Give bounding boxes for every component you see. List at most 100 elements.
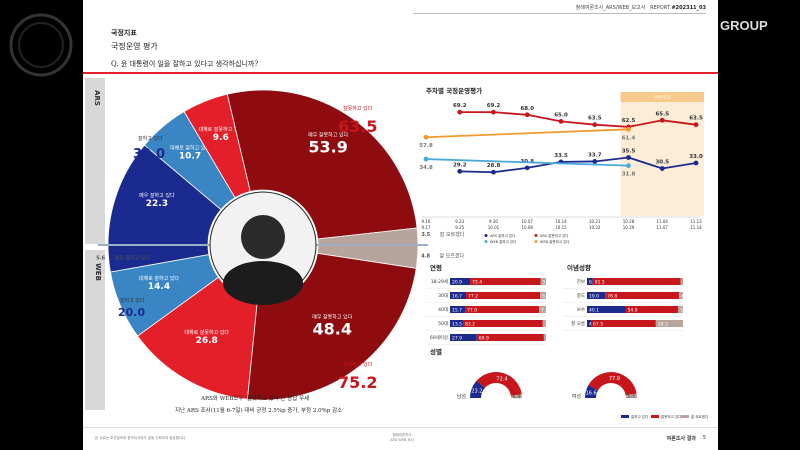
age-bar-2-2 bbox=[538, 306, 546, 313]
x-tick-6-b: 10.29 bbox=[623, 225, 635, 230]
section-subtitle: 국정운영 평가 bbox=[111, 42, 158, 51]
legend-dot-1 bbox=[534, 234, 538, 237]
ars-segment-3 bbox=[226, 89, 418, 240]
age-bar-4-1 bbox=[476, 334, 544, 341]
age-bar-0-2 bbox=[540, 278, 546, 285]
header-rule bbox=[413, 13, 706, 14]
ideology-bar-label-0-2: 2.5 bbox=[683, 279, 690, 285]
series-2-label-2: 28.8 bbox=[487, 163, 501, 169]
age-bar-0-0 bbox=[450, 278, 471, 285]
ideology-bar-0-0 bbox=[587, 278, 593, 285]
series-0-label-8: 63.5 bbox=[689, 116, 703, 122]
series-2-point-7 bbox=[659, 166, 665, 171]
ideology-bar-label-0-1: 91.5 bbox=[595, 279, 605, 285]
age-bar-2-1 bbox=[465, 306, 539, 313]
ideology-bar-1-0 bbox=[587, 292, 606, 299]
age-bar-4-0 bbox=[450, 334, 477, 341]
age-category-4: 60세이상 bbox=[430, 334, 448, 341]
x-tick-4-a: 10.14 bbox=[555, 219, 567, 224]
highlight-tag bbox=[620, 92, 704, 102]
web-negative-total-label: 잘못하고 있다 bbox=[343, 361, 373, 368]
series-0-label-5: 63.5 bbox=[588, 116, 602, 122]
ars-negative-total-value: 63.5 bbox=[338, 117, 377, 136]
series-3-point-6 bbox=[626, 163, 631, 169]
x-tick-0-b: 9.17 bbox=[422, 225, 431, 230]
age-category-3: 50대 bbox=[438, 320, 448, 327]
ideology-bar-label-1-2: 4.2 bbox=[681, 293, 688, 299]
age-bar-3-0 bbox=[450, 320, 463, 327]
series-2-label-7: 30.5 bbox=[655, 160, 669, 166]
header-doc: 정례여론조사_ARS/WEB_보고서 bbox=[575, 5, 646, 11]
ars-positive-total-value: 33.0 bbox=[133, 147, 165, 162]
x-tick-8-a: 11.13 bbox=[690, 219, 702, 224]
ideology-category-1: 중도 bbox=[577, 293, 585, 299]
series-line-0 bbox=[459, 111, 697, 128]
legend-label-0: ARS 잘하고 있다 bbox=[490, 233, 516, 238]
series-2-point-8 bbox=[693, 160, 699, 166]
series-0-label-3: 68.0 bbox=[520, 106, 534, 112]
web-segment-value-0: 5.6 bbox=[96, 255, 105, 261]
ideology-bar-1-2 bbox=[678, 292, 683, 299]
section-title: 국정지표 bbox=[111, 29, 137, 37]
age-bar-label-4-2: 2.2 bbox=[546, 335, 553, 341]
x-tick-8-b: 11.14 bbox=[690, 225, 702, 230]
ars-side-tab bbox=[85, 78, 105, 244]
ars-segment-value-3: 53.9 bbox=[308, 138, 347, 157]
accent-bar bbox=[83, 72, 718, 74]
age-bar-label-3-2: 3.3 bbox=[545, 321, 552, 327]
ideology-bar-label-1-0: 19.0 bbox=[589, 293, 599, 299]
ars-segment-value-1: 10.7 bbox=[179, 152, 201, 162]
ideology-bar-label-2-0: 40.1 bbox=[589, 307, 599, 313]
portrait-head bbox=[241, 215, 285, 259]
age-bar-1-2 bbox=[540, 292, 546, 299]
gender-1-segment-2 bbox=[625, 393, 637, 398]
gender-0-segment-0 bbox=[470, 380, 485, 398]
gender-0-segment-2 bbox=[510, 394, 522, 398]
ideology-bar-label-2-2: 5.0 bbox=[680, 307, 687, 313]
ideology-bar-0-2 bbox=[680, 278, 683, 285]
report-header: 정례여론조사_ARS/WEB_보고서 REPORT #202311_03 bbox=[576, 4, 706, 11]
x-tick-2-b: 10.01 bbox=[488, 225, 500, 230]
series-2-point-2 bbox=[491, 169, 496, 175]
age-bar-0-1 bbox=[470, 278, 541, 285]
series-0-point-7 bbox=[659, 117, 665, 123]
age-bar-2-0 bbox=[450, 306, 466, 313]
series-0-label-2: 69.2 bbox=[487, 103, 501, 109]
gender-legend-label-2: 잘 모르겠다 bbox=[691, 414, 709, 419]
age-bar-label-1-0: 16.7 bbox=[452, 293, 462, 299]
gender-1-value-1: 77.9 bbox=[609, 376, 620, 382]
gender-legend-swatch-0 bbox=[621, 415, 629, 418]
x-tick-1-a: 9.23 bbox=[455, 219, 464, 224]
series-1-point-6 bbox=[626, 126, 631, 132]
age-bar-label-4-1: 69.9 bbox=[479, 335, 489, 341]
series-2-label-8: 33.0 bbox=[689, 154, 703, 160]
gender-legend-swatch-2 bbox=[681, 415, 689, 418]
series-0-label-6: 62.5 bbox=[622, 118, 636, 124]
ideology-category-3: 잘 모름 bbox=[571, 320, 585, 327]
series-2-point-6 bbox=[626, 155, 631, 160]
series-1-label-6: 61.4 bbox=[622, 135, 636, 141]
age-chart-title: 연령 bbox=[430, 264, 442, 272]
age-bar-label-1-2: 6.1 bbox=[542, 293, 549, 299]
web-segment-label-1: 대체로 잘하고 있다 bbox=[139, 275, 179, 282]
series-2-point-3 bbox=[524, 165, 530, 171]
gender-chart-title: 성별 bbox=[430, 348, 442, 356]
weekly-chart-title: 주차별 국정운영평가 bbox=[426, 87, 483, 95]
web-segment-label-4: 잘 모르겠다 bbox=[440, 252, 465, 259]
series-0-label-4: 65.0 bbox=[554, 112, 568, 118]
series-3-point-0 bbox=[423, 156, 429, 162]
ars-segment-label-2: 대체로 잘못하고 있다 bbox=[198, 126, 243, 133]
series-2-label-4: 33.5 bbox=[554, 153, 568, 159]
age-category-2: 40대 bbox=[438, 306, 448, 313]
gender-1-value-0: 16.6 bbox=[586, 391, 597, 397]
x-tick-3-b: 10.08 bbox=[522, 225, 534, 230]
age-bar-label-4-0: 27.9 bbox=[452, 335, 462, 341]
series-1-point-0 bbox=[423, 134, 429, 140]
gender-legend-swatch-1 bbox=[651, 415, 659, 418]
series-0-label-7: 65.5 bbox=[655, 111, 669, 117]
footnote-line2: 지난 ARS 조사(11월 6-7일) 대비 긍정 2.5%p 증가, 부정 2… bbox=[175, 408, 343, 414]
series-0-label-1: 69.2 bbox=[453, 103, 467, 109]
report-page: 정례여론조사_ARS/WEB_보고서 REPORT #202311_03 국정지… bbox=[83, 0, 718, 450]
portrait-body bbox=[223, 261, 303, 305]
